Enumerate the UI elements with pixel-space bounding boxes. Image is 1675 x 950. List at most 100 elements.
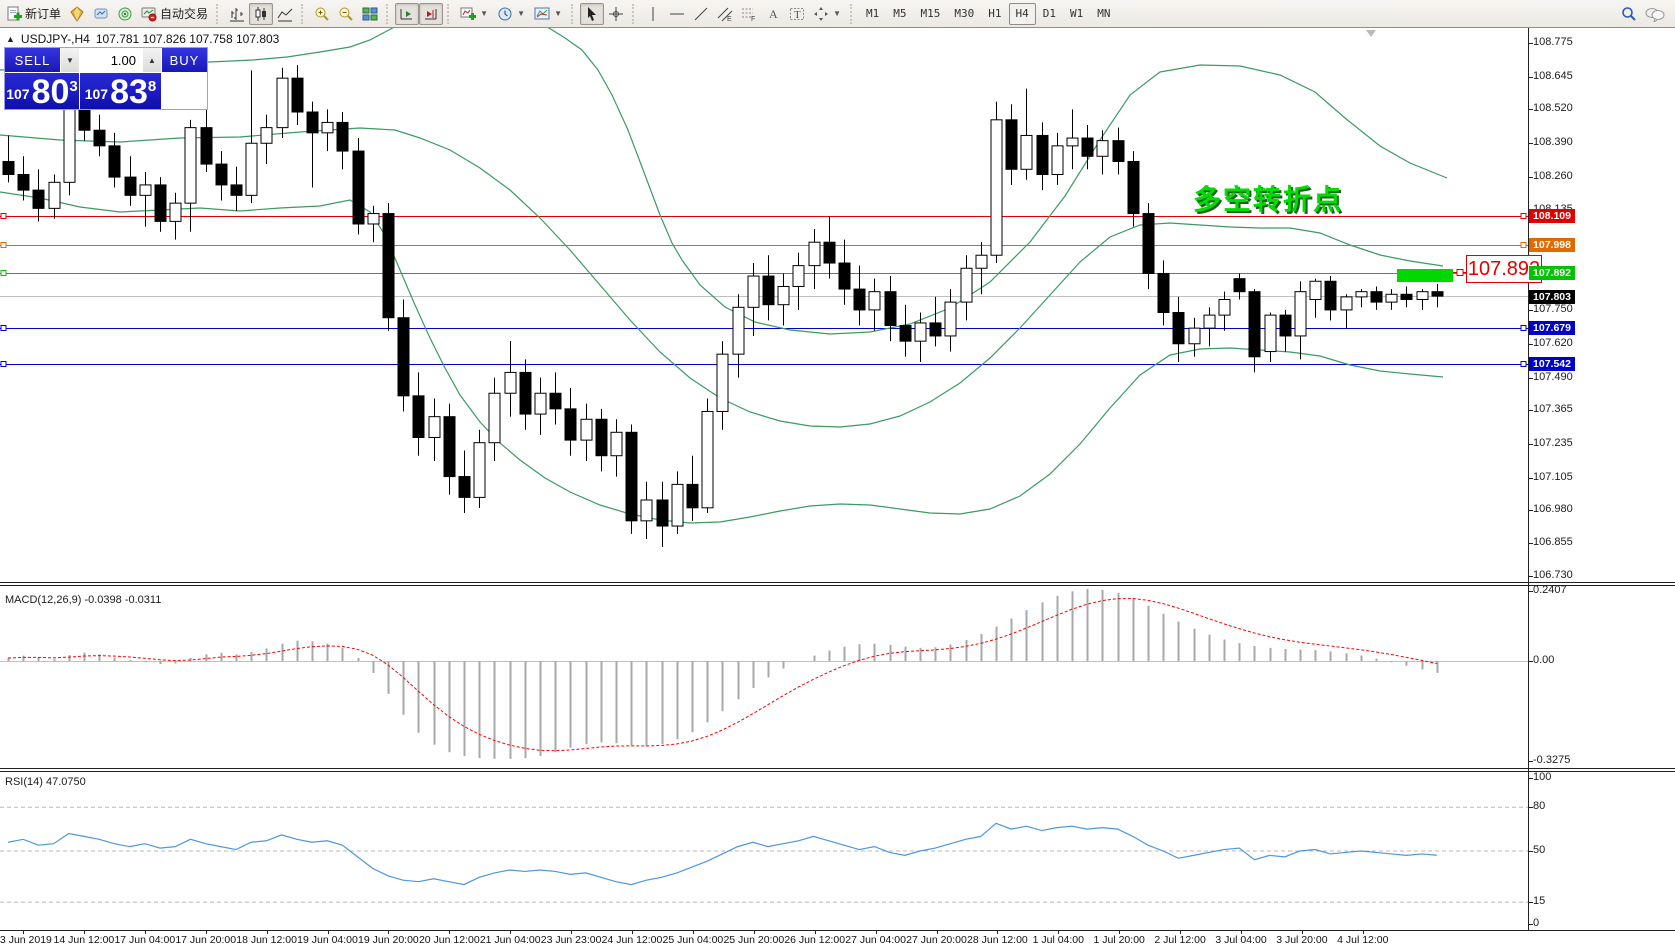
candle [1020,134,1033,170]
timeframe-w1[interactable]: W1 [1070,7,1084,20]
chat-icon[interactable] [1645,6,1665,22]
volume-input[interactable]: 1.00 [80,48,142,72]
symbol-name: USDJPY-,H4 [20,32,90,46]
timeframe-m30[interactable]: M30 [954,7,975,20]
chart-shift-marker-icon[interactable] [1366,30,1376,37]
volume-down-button[interactable]: ▼ [61,48,79,72]
auto-scroll-button[interactable] [395,2,420,25]
horizontal-line-tool-button[interactable] [665,3,689,25]
candle [1400,293,1413,300]
tile-windows-icon [362,7,378,20]
candle [200,127,213,165]
indicators-button[interactable]: ▼ [456,3,493,25]
price-tick: 106.730 [1533,568,1573,581]
new-order-label: 新订单 [25,7,62,21]
main-toolbar: 新订单 自动交易 [0,0,1675,28]
arrows-tool-button[interactable]: ▼ [809,3,846,25]
candle [78,108,91,131]
symbol-collapse-icon[interactable]: ▲ [6,34,15,44]
templates-button[interactable]: ▼ [530,3,567,25]
timeframe-mn[interactable]: MN [1097,7,1111,20]
bar-chart-type-button[interactable] [225,3,249,25]
equidistant-channel-tool-button[interactable]: E [713,3,737,25]
toolbar-handle[interactable] [632,3,637,24]
indicators-icon [460,7,477,20]
new-order-button[interactable]: 新订单 [2,3,65,25]
autotrading-icon [141,7,157,21]
chart-shift-button[interactable] [419,2,444,25]
arrows-caret[interactable]: ▼ [833,9,841,18]
zoom-out-button[interactable] [334,3,358,25]
fibonacci-tool-button[interactable]: F [737,3,761,25]
signals-button[interactable] [113,3,137,25]
chart-canvas[interactable] [0,28,1675,950]
time-label: 18 Jun 12:00 [236,934,297,946]
metaeditor-button[interactable] [65,3,89,25]
periods-caret[interactable]: ▼ [517,9,525,18]
sell-price[interactable]: 107 80 3 [5,73,79,109]
candle [276,77,289,129]
candle [184,127,197,204]
macd-axis-label: 0.2407 [1533,584,1567,596]
toolbar-handle[interactable] [850,3,855,24]
timeframe-h1[interactable]: H1 [988,7,1002,20]
candle [473,442,486,498]
toolbar-handle[interactable] [571,3,576,24]
time-label: 25 Jun 04:00 [662,934,724,946]
crosshair-tool-button[interactable] [604,3,628,25]
timeframe-h4[interactable]: H4 [1008,2,1036,25]
candlestick-type-button[interactable] [249,2,274,25]
trendline-tool-button[interactable] [689,3,713,25]
rsi-line [7,822,1437,886]
time-label: 17 Jun 20:00 [175,934,237,946]
search-icon[interactable] [1621,6,1637,22]
templates-caret[interactable]: ▼ [554,9,562,18]
toolbar-handle[interactable] [301,3,306,24]
rsi-axis-label: 100 [1533,771,1552,783]
publish-button[interactable] [89,3,113,25]
auto-scroll-icon [400,8,413,19]
candle [397,317,410,397]
autotrading-button[interactable]: 自动交易 [137,3,212,25]
line-chart-type-button[interactable] [273,3,297,25]
vertical-line-tool-button[interactable] [641,3,665,25]
candle [1294,291,1307,337]
candle [488,392,501,444]
buy-button[interactable]: BUY [162,48,207,72]
candle [1096,140,1109,157]
timeframe-m5[interactable]: M5 [893,7,907,20]
candle [701,410,714,509]
chinese-annotation[interactable]: 多空转折点 [1193,184,1344,215]
periods-button[interactable]: ▼ [493,3,530,25]
candle [960,267,973,303]
candle [686,483,699,509]
text-tool-button[interactable]: A [761,3,785,25]
candle [32,189,45,209]
candle [1279,314,1292,337]
candle [549,392,562,410]
candle [321,121,334,134]
one-click-trading-panel: SELL ▼ 1.00 ▲ BUY 107 80 3 107 83 8 [4,47,208,110]
toolbar-handle[interactable] [216,3,221,24]
candle [1309,280,1322,300]
sell-button[interactable]: SELL [5,48,60,72]
buy-price[interactable]: 107 83 8 [80,73,161,109]
candle [1264,314,1277,353]
time-label: 1 Jul 20:00 [1093,934,1145,946]
text-label-tool-button[interactable]: T [785,3,809,25]
text-icon: A [769,7,778,21]
buy-price-sup: 8 [147,78,157,95]
price-level-badge: 107.679 [1529,321,1575,336]
timeframe-m1[interactable]: M1 [866,7,880,20]
indicators-caret[interactable]: ▼ [480,9,488,18]
toolbar-handle[interactable] [386,3,391,24]
timeframe-m15[interactable]: M15 [920,7,941,20]
arrows-icon [814,6,829,21]
toolbar-handle[interactable] [447,3,452,24]
timeframe-d1[interactable]: D1 [1042,7,1057,20]
tile-windows-button[interactable] [358,3,382,25]
cursor-tool-button[interactable] [580,2,605,25]
svg-text:A: A [769,7,778,21]
volume-up-button[interactable]: ▲ [143,48,161,72]
zoom-in-button[interactable] [310,3,334,25]
